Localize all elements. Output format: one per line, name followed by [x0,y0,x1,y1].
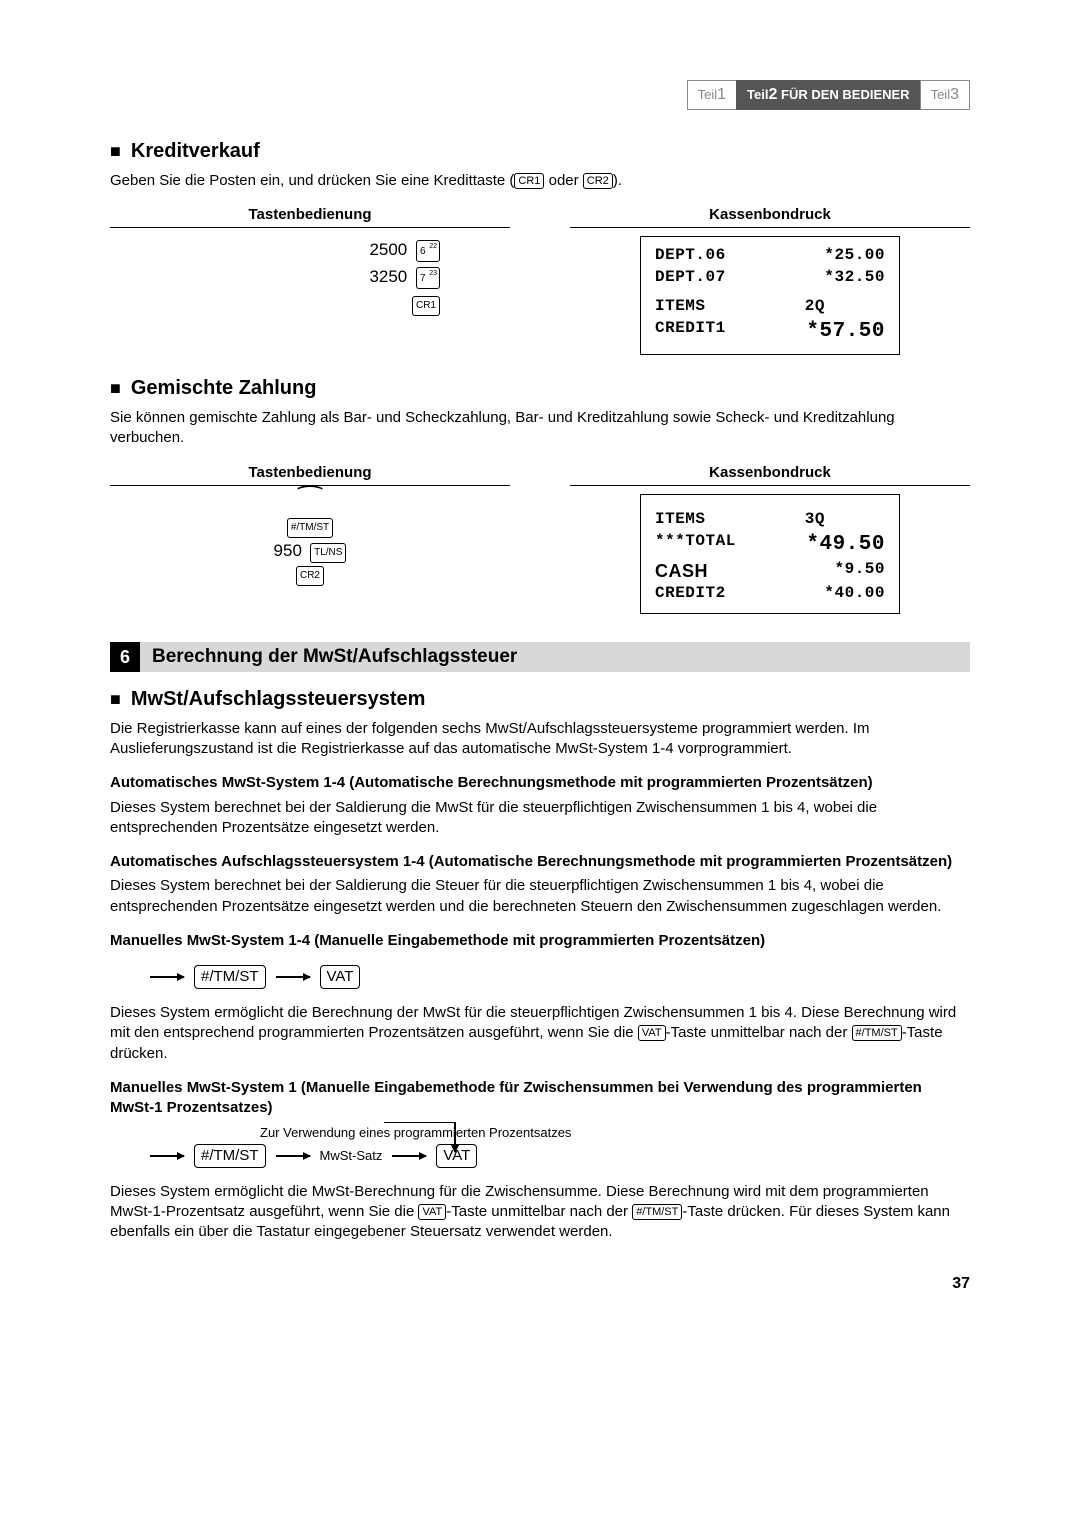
flow1-key-tmst: #/TM/ST [194,965,266,989]
receipt-2: ITEMS 3Q ***TOTAL *49.50 CASH *9.50 CREDIT2… [640,494,900,614]
col-kassenbondruck-2: Kassenbondruck ITEMS 3Q ***TOTAL *49.50 CA… [570,463,970,614]
key-tmst: #/TM/ST [287,518,333,538]
arrow-icon [276,1155,310,1157]
col-kassenbondruck-1: Kassenbondruck DEPT.06 *25.00 DEPT.07 *32.… [570,205,970,355]
mwst-hc: Manuelles MwSt-System 1-4 (Manuelle Eing… [110,931,970,951]
key-cr2: CR2 [296,566,324,586]
key-tlns: TL/NS [310,543,346,563]
tab-teil1: Teil1 [687,80,737,110]
r1-r1: *32.50 [824,267,885,289]
tab3-prefix: Teil [931,87,951,102]
page-number: 37 [110,1273,970,1295]
flow-2: #/TM/ST MwSt-Satz VAT [150,1144,970,1168]
gemischte-columns: Tastenbedienung ⁀ #/TM/ST 950 TL/NS CR2 … [110,463,970,614]
key-entries-2: ⁀ #/TM/ST 950 TL/NS CR2 [110,494,510,586]
flow2-key-tmst: #/TM/ST [194,1144,266,1168]
mwst-hb: Automatisches Aufschlagssteuersystem 1-4… [110,852,970,872]
intro-c: ). [613,172,622,189]
arrow-icon [276,976,310,978]
r2-items-r: 3Q [805,509,825,531]
kreditverkauf-columns: Tastenbedienung 2500 226 3250 237 CR1 Ka… [110,205,970,355]
key-tmst-inline-2: #/TM/ST [632,1204,682,1220]
mwst-ha: Automatisches MwSt-System 1-4 (Automatis… [110,773,970,793]
heading-gemischte: Gemischte Zahlung [110,375,970,402]
intro-a: Geben Sie die Posten ein, und drücken Si… [110,172,514,189]
col-header-left-2: Tastenbedienung [110,463,510,486]
r2-total-l: ***TOTAL [655,531,736,559]
r1-l0: DEPT.06 [655,245,726,267]
heading-kreditverkauf: Kreditverkauf [110,138,970,165]
key-entries-1: 2500 226 3250 237 CR1 [110,236,510,318]
key-cr1-inline: CR1 [514,173,544,189]
branch-down-icon [454,1122,456,1152]
key-tmst-inline-1: #/TM/ST [852,1025,902,1041]
section-6-num: 6 [110,642,140,672]
tab1-prefix: Teil [698,87,718,102]
arrow-icon [150,976,184,978]
mwst-hd: Manuelles MwSt-System 1 (Manuelle Eingab… [110,1078,970,1119]
section-6-bar: 6 Berechnung der MwSt/Aufschlagssteuer [110,642,970,672]
arrow-icon [150,1155,184,1157]
flow-2-wrap: Zur Verwendung eines programmierten Proz… [150,1124,970,1168]
flow2-label: Zur Verwendung eines programmierten Proz… [260,1124,970,1142]
r2-credit-l: CREDIT2 [655,583,726,605]
entry-key-1: 237 [416,267,440,289]
r2-credit-r: *40.00 [824,583,885,605]
arrow-icon [392,1155,426,1157]
r2-cash-r: *9.50 [834,559,885,583]
r1-r0: *25.00 [824,245,885,267]
entry-amt-0: 2500 [355,236,407,263]
final-key-cr1: CR1 [412,296,440,316]
r1-l1: DEPT.07 [655,267,726,289]
r2-total-r: *49.50 [806,531,885,559]
curly-brace-icon: ⁀ [110,494,510,511]
r1-items-r: 2Q [805,296,825,318]
tab-teil3: Teil3 [920,80,970,110]
receipt-1: DEPT.06 *25.00 DEPT.07 *32.50 ITEMS 2Q CRED… [640,236,900,355]
entry-key-0: 226 [416,240,440,262]
kreditverkauf-intro: Geben Sie die Posten ein, und drücken Si… [110,171,970,191]
pc-b: -Taste unmittelbar nach der [666,1024,852,1041]
r1-credit-l: CREDIT1 [655,318,726,346]
tab-teil2: Teil2 FÜR DEN BEDIENER [736,80,921,110]
heading-mwst-system: MwSt/Aufschlagssteuersystem [110,686,970,713]
pd-b: -Taste unmittelbar nach der [446,1203,632,1220]
r1-items-l: ITEMS [655,296,706,318]
flow2-mid-label: MwSt-Satz [320,1147,383,1165]
tab1-n: 1 [717,86,726,103]
col-header-right-2: Kassenbondruck [570,463,970,486]
mwst-p1: Die Registrierkasse kann auf eines der f… [110,719,970,760]
r1-credit-r: *57.50 [806,318,885,346]
tab-strip: Teil1 Teil2 FÜR DEN BEDIENER Teil3 [110,80,970,110]
entry-amt-1: 3250 [355,263,407,290]
intro-b: oder [544,172,582,189]
mwst-pc: Dieses System ermöglicht die Berechnung … [110,1003,970,1064]
col-header-right-1: Kassenbondruck [570,205,970,228]
gemischte-intro: Sie können gemischte Zahlung als Bar- un… [110,408,970,449]
mwst-pd: Dieses System ermöglicht die MwSt-Berech… [110,1182,970,1243]
mwst-pb: Dieses System berechnet bei der Saldieru… [110,876,970,917]
r2-cash-l: CASH [655,559,708,583]
entry-amt-950: 950 [274,541,302,560]
tab2-label: FÜR DEN BEDIENER [777,87,909,102]
col-header-left-1: Tastenbedienung [110,205,510,228]
tab2-prefix: Teil [747,87,768,102]
section-6-title: Berechnung der MwSt/Aufschlagssteuer [152,644,517,670]
col-tastenbedienung-1: Tastenbedienung 2500 226 3250 237 CR1 [110,205,510,355]
key-vat-inline-1: VAT [638,1025,666,1041]
r2-items-l: ITEMS [655,509,706,531]
flow1-key-vat: VAT [320,965,361,989]
key-vat-inline-2: VAT [418,1204,446,1220]
col-tastenbedienung-2: Tastenbedienung ⁀ #/TM/ST 950 TL/NS CR2 [110,463,510,614]
tab3-n: 3 [950,86,959,103]
key-cr2-inline: CR2 [583,173,613,189]
mwst-pa: Dieses System berechnet bei der Saldieru… [110,798,970,839]
flow-1: #/TM/ST VAT [150,965,970,989]
